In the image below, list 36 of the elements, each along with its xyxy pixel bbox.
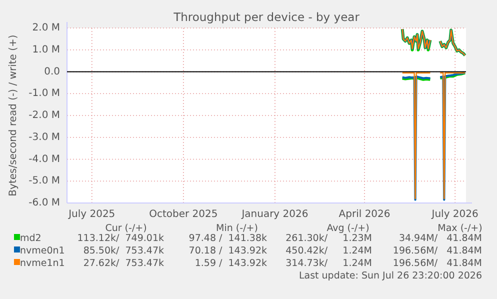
legend-label: nvme0n1 — [20, 246, 65, 256]
legend-label: md2 — [20, 233, 42, 244]
text: 196.56M/ 41.84M — [392, 258, 482, 269]
text: 70.18 / 143.92k — [188, 246, 268, 256]
y-axis-title: Bytes/second read (-) / write (+) — [8, 34, 19, 196]
y-tick-label: 1.0 M — [32, 44, 60, 56]
text: Min (-/+) — [216, 223, 258, 234]
text: 196.56M/ 41.84M — [392, 246, 482, 256]
text: 113.12k/ 749.01k — [77, 233, 164, 244]
x-tick-label: April 2026 — [338, 209, 390, 220]
text: Last update: Sun Jul 26 23:20:00 2026 — [298, 270, 482, 282]
text: 1.59 / 143.92k — [194, 258, 268, 269]
text: 27.62k/ 753.47k — [83, 258, 164, 269]
y-tick-label: 0.0 — [44, 66, 60, 78]
text: 85.50k/ 753.47k — [83, 246, 164, 256]
x-tick-label: July 2025 — [68, 209, 116, 220]
y-tick-label: -6.0 M — [28, 198, 60, 208]
x-tick-label: July 2026 — [430, 209, 478, 220]
x-tick-label: October 2025 — [149, 209, 218, 220]
text: 97.48 / 141.38k — [188, 233, 268, 244]
chart-title: Throughput per device - by year — [172, 10, 360, 24]
x-tick-label: January 2026 — [240, 209, 308, 220]
text: 261.30k/ 1.23M — [286, 233, 372, 244]
y-tick-label: -1.0 M — [28, 88, 60, 100]
text: 34.94M/ 41.84M — [398, 233, 482, 244]
text: Avg (-/+) — [326, 223, 370, 234]
text: 314.73k/ 1.24M — [286, 258, 372, 269]
text: 450.42k/ 1.24M — [286, 246, 372, 256]
y-tick-label: -4.0 M — [28, 154, 60, 165]
text: Cur (-/+) — [105, 223, 147, 234]
y-tick-label: 2.0 M — [32, 22, 60, 34]
y-tick-label: -3.0 M — [28, 132, 60, 143]
y-tick-label: -5.0 M — [28, 176, 60, 187]
y-tick-label: -2.0 M — [28, 110, 60, 121]
text: Max (-/+) — [438, 223, 482, 234]
legend-label: nvme1n1 — [20, 258, 65, 269]
